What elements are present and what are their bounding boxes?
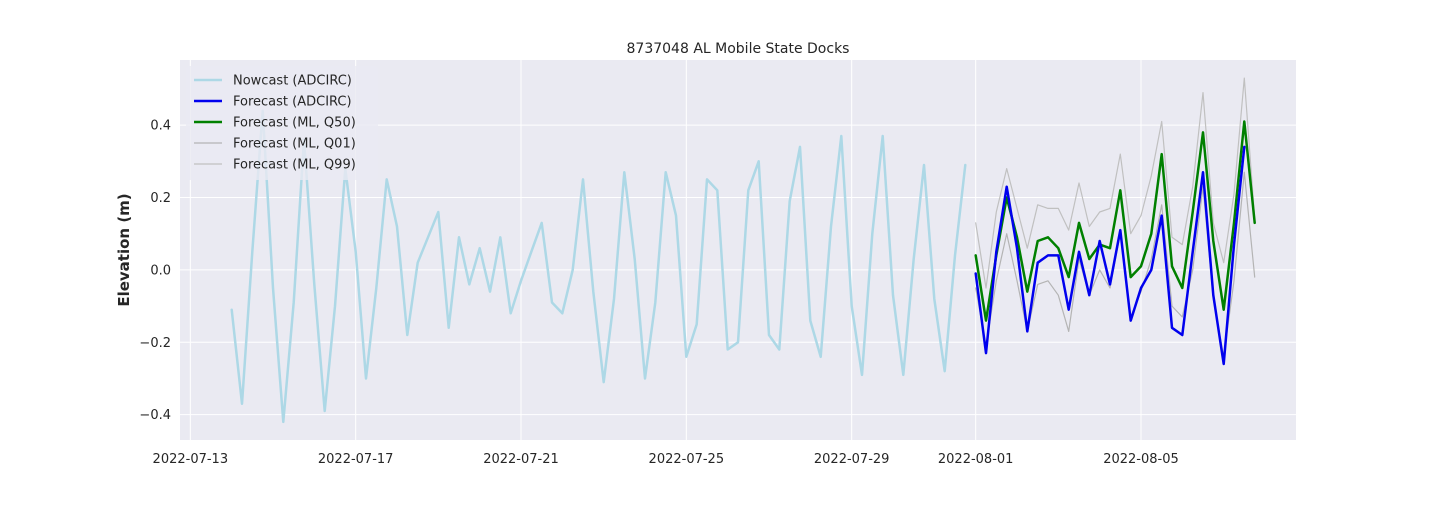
- y-ticks: −0.4 −0.2 0.0 0.2 0.4: [139, 119, 171, 424]
- y-tick-label: −0.4: [139, 408, 171, 423]
- grid-lines: [180, 60, 1296, 440]
- legend-label: Nowcast (ADCIRC): [233, 74, 352, 89]
- x-tick-label: 2022-07-25: [649, 452, 725, 467]
- y-tick-label: −0.2: [139, 336, 171, 351]
- chart-title: 8737048 AL Mobile State Docks: [627, 41, 850, 57]
- series-line-0: [230, 109, 967, 424]
- series-line-1: [974, 145, 1246, 366]
- y-tick-label: 0.0: [150, 263, 171, 278]
- legend-label: Forecast (ML, Q99): [233, 158, 356, 173]
- legend: Nowcast (ADCIRC) Forecast (ADCIRC) Forecas…: [186, 66, 378, 180]
- y-tick-label: 0.4: [150, 119, 171, 134]
- x-tick-label: 2022-08-05: [1103, 452, 1179, 467]
- legend-label: Forecast (ML, Q01): [233, 137, 356, 152]
- series-line-4: [975, 77, 1256, 289]
- x-ticks: 2022-07-13 2022-07-17 2022-07-21 2022-07-25…: [153, 452, 1179, 467]
- y-tick-label: 0.2: [150, 191, 171, 206]
- series-line-2: [974, 120, 1256, 322]
- legend-label: Forecast (ML, Q50): [233, 116, 356, 131]
- legend-box: [186, 66, 378, 180]
- x-tick-label: 2022-07-17: [318, 452, 394, 467]
- x-tick-label: 2022-07-21: [483, 452, 559, 467]
- series-lines: [230, 77, 1256, 424]
- x-tick-label: 2022-07-13: [153, 452, 229, 467]
- y-axis-label: Elevation (m): [115, 193, 133, 306]
- legend-label: Forecast (ADCIRC): [233, 95, 352, 110]
- x-tick-label: 2022-08-01: [938, 452, 1014, 467]
- x-tick-label: 2022-07-29: [814, 452, 890, 467]
